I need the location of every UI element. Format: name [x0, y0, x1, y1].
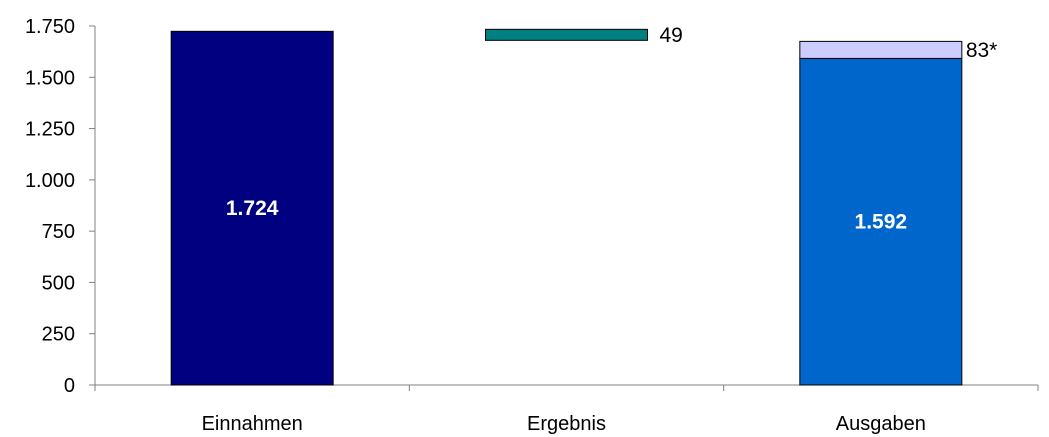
data-label: 83* [966, 39, 998, 62]
y-tick-label: 1.250 [25, 119, 75, 141]
bars [170, 28, 963, 386]
data-label: 49 [660, 24, 683, 47]
bar-einnahmen [170, 30, 334, 386]
y-tick-label: 750 [42, 221, 75, 243]
y-tick-label: 1.000 [25, 170, 75, 192]
x-category-label: Ausgaben [836, 413, 926, 435]
y-tick-label: 1.750 [25, 16, 75, 38]
axes: 0 250 500 750 1.000 1.250 1.500 1.750 Einnahmen E… [25, 16, 1039, 435]
labels: 1.724 49 1.592 83* [226, 24, 997, 234]
y-tick-label: 250 [42, 324, 75, 346]
x-category-label: Ergebnis [527, 413, 606, 435]
y-tick-label: 0 [64, 375, 75, 397]
y-tick-label: 1.500 [25, 67, 75, 89]
data-label: 1.724 [226, 197, 279, 220]
bar-ergebnis [485, 28, 648, 41]
bar-ausgaben [799, 57, 963, 386]
x-category-label: Einnahmen [202, 413, 303, 435]
bar-ausgaben-top [799, 40, 963, 59]
y-tick-label: 500 [42, 272, 75, 294]
data-label: 1.592 [855, 211, 908, 234]
